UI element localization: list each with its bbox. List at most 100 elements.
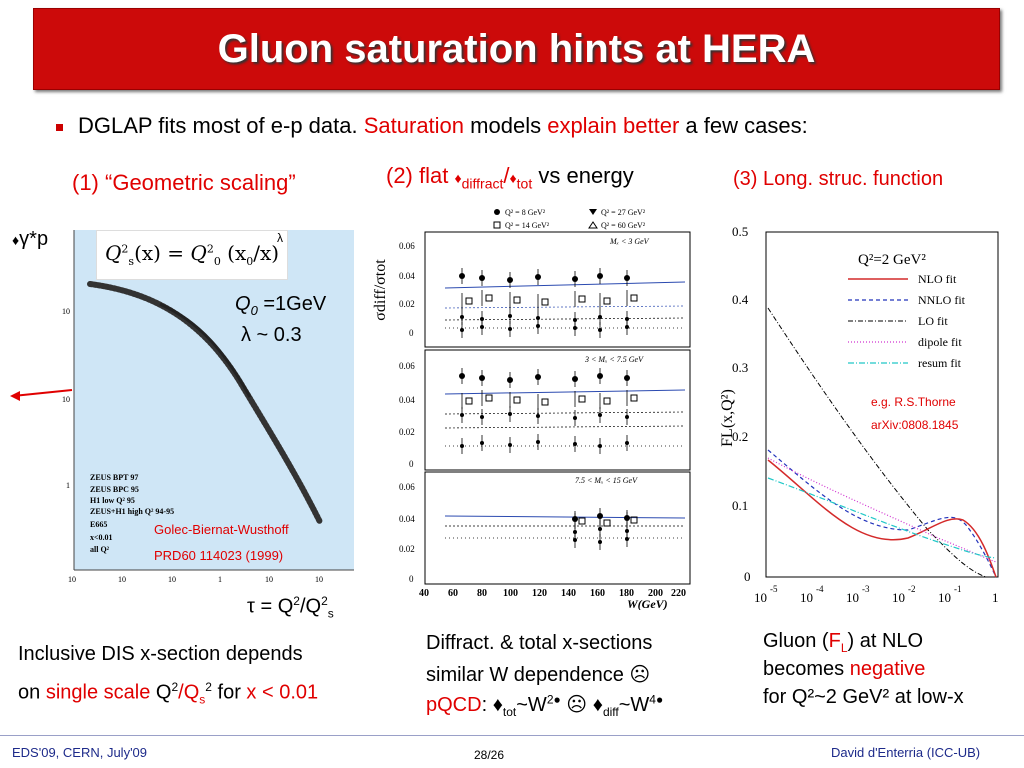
fit-line [444,305,686,309]
desc-part: ☹ [566,694,588,716]
tau-part: /Q [299,595,322,618]
data-point [630,294,638,302]
section1-desc-line2: on single scale Q2/Qs2 for x < 0.01 [18,680,318,707]
formula-text: Q2s(x) = Q20 (x0/x) [105,241,280,268]
y-tick: 0 [409,328,414,338]
fl-plot: FL(x,Q²) 0.5 0.4 0.3 0.2 0.1 0 10 -5 10 … [719,224,999,605]
y-tick: 0.4 [732,292,749,307]
y-tick: 0 [409,574,414,584]
bullet-part: explain better [547,113,680,138]
x-tick: 220 [671,588,686,599]
legend-entry: E665 [90,520,107,529]
nlo-fit-curve [767,459,997,578]
bullet-part: Saturation [363,113,465,138]
heading-part: / [503,163,510,188]
desc-part: Gluon ( [763,630,829,652]
geometric-scaling-plot: 10 1 10 10 10 10 1 10 10 ZEUS BPT 97 ZEU… [10,230,354,584]
data-point [541,398,549,406]
x-tick: 120 [532,588,547,599]
legend-entry: NLO fit [918,272,957,286]
y-tick: 0 [409,459,414,469]
x-tick: 10 [846,590,859,605]
x-axis-label: W(GeV) [627,597,668,610]
legend-marker [493,221,501,229]
x-tick: 180 [619,588,634,599]
data-point [485,294,493,302]
tau-definition: τ = Q2/Q2s [247,594,334,621]
x-tick: 10 [892,590,905,605]
x-tick: 60 [448,588,458,599]
panel-1: Mₓ < 3 GeV [424,231,691,348]
desc-part: ♦ [592,694,603,716]
legend-entry: ZEUS BPC 95 [90,485,139,494]
desc-part: 2● [546,692,561,707]
y-tick: 0 [744,569,751,584]
plot-title: Q²=2 GeV² [858,252,926,268]
desc-part: ) at NLO [847,630,924,652]
legend-entry: Q² = 60 GeV² [601,221,646,230]
x-tick: 100 [503,588,518,599]
y-tick: 0.02 [399,427,415,437]
legend-entry: ZEUS BPT 97 [90,473,138,482]
q0-value: Q0 =1GeV [235,293,326,318]
y-tick: 0.3 [732,360,748,375]
legend-entry: Q² = 27 GeV² [601,208,646,217]
legend-marker [494,209,500,215]
x-tick: 10 [938,590,951,605]
heading-part: ♦ [454,170,462,186]
section3-desc-line3: for Q²~2 GeV² at low-x [763,686,964,708]
data-point [541,298,549,306]
fit-line [444,425,686,429]
lambda-value: λ ~ 0.3 [241,324,302,346]
data-point [603,297,611,305]
heading-part: vs energy [532,163,634,188]
y-tick: 0.1 [732,498,748,513]
legend-entry: resum fit [918,356,962,370]
data-markers [459,268,638,550]
desc-part: ~W [516,694,547,716]
desc-part: x < 0.01 [246,681,319,704]
desc-part: ~W [618,694,650,716]
desc-part: s [199,692,206,707]
section2-desc-line1: Diffract. & total x-sections [426,632,653,654]
data-point [513,296,521,304]
arrow-head [10,391,20,401]
saturation-formula: Q2s(x) = Q20 (x0/x) λ [96,230,288,280]
legend-entry: NNLO fit [918,293,966,307]
panel-frame [424,231,691,348]
x-tick: 1 [218,575,222,584]
nnlo-fit-curve [767,449,997,578]
heading-part: (2) flat [386,163,455,188]
y-tick: 0.06 [399,241,415,251]
label-part: γ*p [19,228,49,250]
data-point [465,297,473,305]
y-tick: 0.5 [732,224,748,239]
y-tick: 0.02 [399,299,415,309]
heading-part: diffract [461,175,504,192]
x-tick-exponent: -1 [954,584,962,594]
panel-frame [424,471,691,585]
tau-part: 2 [293,594,300,608]
q0-part: Q [235,293,251,315]
legend-entry: x<0.01 [90,533,113,542]
x-tick: 10 [754,590,767,605]
arrow-shaft [12,389,73,397]
data-point [485,394,493,402]
data-point [578,517,586,525]
desc-part: pQCD [426,694,482,716]
x-tick: 200 [648,588,663,599]
plot-frame [765,231,999,578]
legend-entry: H1 low Q² 95 [90,496,135,505]
x-tick: 40 [419,588,429,599]
resum-fit-curve [767,477,997,559]
data-band-core [159,302,252,398]
y-tick: 0.02 [399,544,415,554]
lo-fit-curve [767,307,987,578]
x-tick: 10 [315,575,323,584]
x-tick: 10 [800,590,813,605]
y-tick: 10 [62,307,70,316]
desc-part: 4● [649,692,664,707]
panel-label: 7.5 < Mₓ < 15 GeV [575,476,638,485]
x-tick-exponent: -5 [770,584,778,594]
legend-marker [588,221,598,229]
